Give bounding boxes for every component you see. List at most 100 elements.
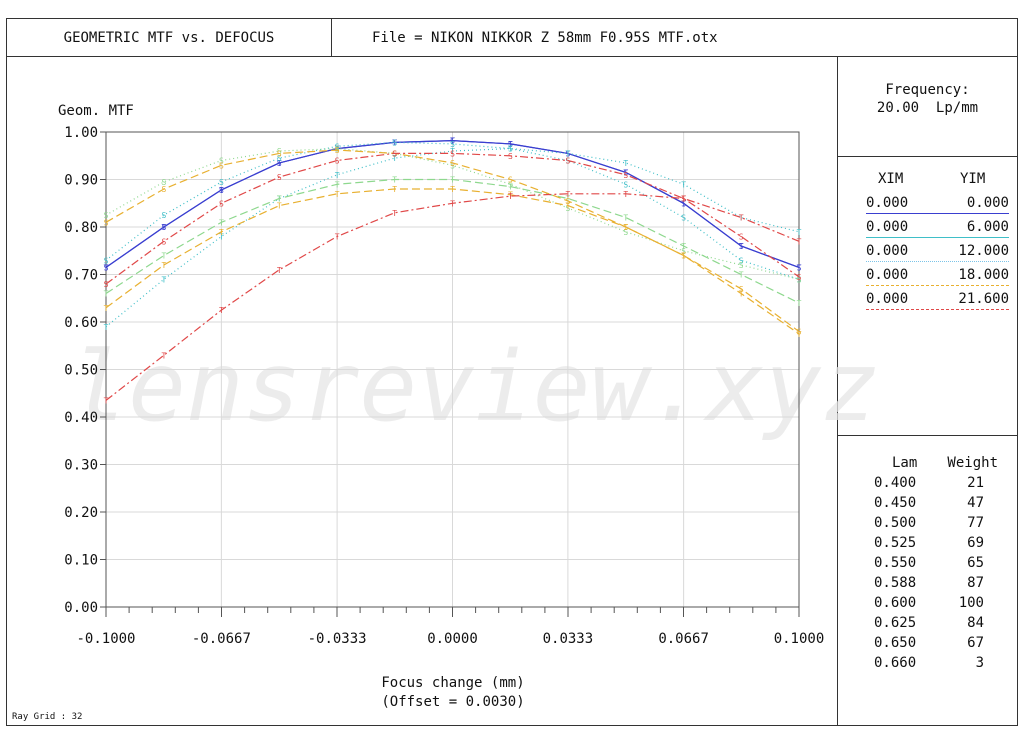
series-marker: T — [681, 252, 686, 261]
series-marker: T — [219, 186, 224, 195]
lam-value: 0.400 — [874, 475, 917, 491]
mtf-report-frame: GEOMETRIC MTF vs. DEFOCUS File = NIKON N… — [6, 18, 1018, 726]
series-marker: S — [450, 149, 455, 158]
series-marker: S — [508, 176, 513, 185]
series-marker: T — [219, 306, 224, 315]
lam-value: 0.450 — [874, 495, 917, 511]
wavelength-table: Lam Weight 0.400 21 0.450 47 0.500 77 0.… — [838, 435, 1017, 725]
series-marker: T — [739, 242, 744, 251]
series-marker: T — [450, 147, 455, 156]
series-marker: T — [623, 168, 628, 177]
series-marker: T — [797, 263, 802, 272]
series-marker: S — [450, 140, 455, 149]
field-row: 0.000 18.000 — [866, 267, 1009, 291]
series-marker: S — [797, 275, 802, 284]
lam-value: 0.588 — [874, 575, 917, 591]
legend-line — [866, 237, 1009, 238]
series-marker: T — [450, 137, 455, 146]
series-marker: S — [219, 178, 224, 187]
series-marker: S — [104, 280, 109, 289]
series-line — [105, 178, 800, 304]
series-marker: T — [450, 185, 455, 194]
wavelength-row: 0.500 77 — [874, 515, 984, 535]
series-marker: S — [797, 263, 802, 272]
series-marker: S — [681, 247, 686, 256]
series-marker: T — [508, 191, 513, 200]
series-marker: T — [161, 252, 166, 261]
wavelength-header: Lam Weight — [874, 455, 998, 475]
lam-value: 0.660 — [874, 655, 917, 671]
report-title: GEOMETRIC MTF vs. DEFOCUS — [7, 19, 332, 57]
series-marker: T — [508, 192, 513, 201]
series-marker: T — [623, 159, 628, 168]
series-marker: S — [161, 237, 166, 246]
series-marker: S — [797, 328, 802, 337]
series-marker: T — [623, 190, 628, 199]
weight-value: 100 — [958, 595, 984, 611]
series-marker: S — [104, 263, 109, 272]
y-tick-label: 0.80 — [64, 220, 98, 236]
series-marker: T — [450, 176, 455, 185]
series-marker: T — [392, 138, 397, 147]
y-axis-label: Geom. MTF — [58, 103, 134, 119]
series-marker: T — [681, 199, 686, 208]
series-line — [105, 149, 800, 332]
series-marker: S — [335, 142, 340, 151]
series-marker: S — [104, 218, 109, 227]
wavelength-row: 0.660 3 — [874, 655, 984, 675]
frequency-value: 20.00 Lp/mm — [876, 100, 979, 116]
wavelength-row: 0.550 65 — [874, 555, 984, 575]
weight-value: 65 — [967, 555, 984, 571]
series-marker: S — [508, 180, 513, 189]
series-marker: T — [161, 261, 166, 270]
series-marker: T — [739, 214, 744, 223]
series-marker: S — [335, 146, 340, 155]
y-tick-label: 0.00 — [64, 600, 98, 616]
wavelength-row: 0.525 69 — [874, 535, 984, 555]
field-xim: 0.000 — [866, 243, 909, 259]
legend-line — [866, 213, 1009, 214]
series-marker: T — [104, 323, 109, 332]
series-marker: T — [739, 271, 744, 280]
series-marker: S — [277, 173, 282, 182]
lam-value: 0.600 — [874, 595, 917, 611]
series-line — [105, 188, 800, 335]
series-marker: T — [335, 171, 340, 180]
series-marker: T — [739, 290, 744, 299]
series-marker: T — [392, 209, 397, 218]
series-line — [105, 152, 800, 285]
series-marker: T — [797, 237, 802, 246]
field-xim: 0.000 — [866, 291, 909, 307]
lam-value: 0.650 — [874, 635, 917, 651]
file-name: File = NIKON NIKKOR Z 58mm F0.95S MTF.ot… — [332, 19, 1017, 57]
series-marker: S — [797, 275, 802, 284]
y-tick-label: 0.60 — [64, 315, 98, 331]
field-row: 0.000 6.000 — [866, 219, 1009, 243]
field-yim: 0.000 — [966, 195, 1009, 211]
field-row: 0.000 0.000 — [866, 195, 1009, 219]
side-panel: Frequency: 20.00 Lp/mm XIM YIM 0.000 0.0… — [837, 57, 1017, 725]
legend-line — [866, 309, 1009, 310]
series-marker: S — [450, 161, 455, 170]
legend-line — [866, 261, 1009, 262]
series-marker: T — [681, 195, 686, 204]
series-marker: T — [450, 199, 455, 208]
weight-value: 84 — [967, 615, 984, 631]
yim-header: YIM — [960, 171, 986, 187]
wavelength-row: 0.650 67 — [874, 635, 984, 655]
ray-grid-label: Ray Grid : 32 — [12, 712, 83, 722]
field-yim: 12.000 — [958, 243, 1009, 259]
lam-value: 0.525 — [874, 535, 917, 551]
series-marker: T — [219, 233, 224, 242]
series-marker: S — [450, 159, 455, 168]
series-marker: S — [392, 149, 397, 158]
series-marker: S — [739, 285, 744, 294]
series-marker: T — [565, 190, 570, 199]
series-marker: S — [797, 273, 802, 282]
series-marker: S — [104, 256, 109, 265]
series-marker: T — [277, 266, 282, 275]
series-marker: T — [392, 185, 397, 194]
weight-value: 47 — [967, 495, 984, 511]
field-xim: 0.000 — [866, 267, 909, 283]
